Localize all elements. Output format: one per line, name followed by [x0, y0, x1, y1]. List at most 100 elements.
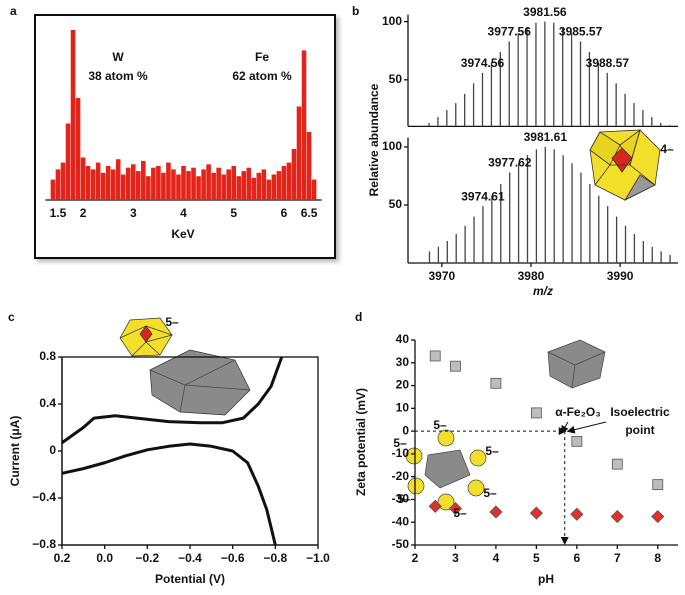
panel-label: b: [352, 4, 359, 18]
data-point: [428, 499, 442, 513]
x-tick-label: 3990: [607, 269, 634, 283]
spectrum-bar: [110, 169, 116, 200]
spectrum-bar: [291, 149, 297, 200]
annotation: 5–: [165, 315, 179, 329]
y-tick-label: 10: [396, 401, 410, 415]
spectrum-bar: [311, 179, 317, 200]
spectrum-bar: [50, 179, 56, 200]
spectrum-bar: [146, 176, 151, 200]
spectrum-bar: [281, 166, 287, 200]
panel-label: c: [8, 310, 15, 324]
y-tick-label: 0: [402, 423, 409, 437]
data-point: [651, 509, 665, 524]
spectrum-bar: [171, 169, 176, 200]
x-tick-label: 4: [493, 551, 500, 565]
data-point: [429, 350, 441, 362]
spectrum-bar: [141, 160, 146, 200]
data-point: [611, 458, 623, 470]
data-point: [490, 377, 502, 389]
spectrum-bar: [125, 167, 131, 200]
annotation: 38 atom %: [88, 69, 148, 83]
spectrum-bar: [55, 169, 61, 200]
x-tick-label: 6: [281, 206, 288, 220]
annotation: W: [112, 50, 124, 64]
annotation: α-Fe₂O₃: [555, 405, 601, 419]
peak-label: 3977.56: [488, 25, 532, 39]
x-tick-label: 7: [614, 551, 621, 565]
spectrum-bar: [241, 171, 247, 200]
spectrum-bar: [176, 174, 181, 200]
x-tick-label: 0.0: [96, 551, 113, 565]
y-tick-label: 0.4: [39, 396, 56, 410]
spectrum-bar: [115, 159, 121, 200]
spectrum-bar: [181, 166, 186, 200]
x-tick-label: 8: [654, 551, 661, 565]
molecule-b: [589, 128, 661, 201]
annotation: 5–: [397, 492, 411, 506]
y-tick-label: 0.8: [39, 349, 56, 363]
y-tick-label: -30: [392, 492, 410, 506]
spectrum-bar: [256, 172, 262, 200]
y-tick-label: 50: [389, 72, 403, 86]
spectrum-bar: [166, 162, 171, 200]
x-tick-label: −1.0: [306, 551, 330, 565]
spectrum-bar: [151, 167, 156, 200]
spectrum-bar: [60, 162, 66, 200]
molecule-d: [405, 339, 606, 511]
peak-label: 3988.57: [586, 56, 630, 70]
y-tick-label: 100: [382, 139, 402, 153]
x-tick-label: −0.2: [135, 551, 159, 565]
spectrum-bar: [271, 174, 277, 200]
annotation-arrow: [560, 421, 569, 434]
spectrum-bar: [236, 176, 242, 200]
annotation: 5–: [393, 436, 407, 450]
annotation: 5–: [485, 444, 499, 458]
data-point: [448, 501, 463, 516]
data-point: [570, 507, 584, 521]
x-tick-label: 5: [230, 206, 237, 220]
x-tick-label: 0.2: [54, 551, 71, 565]
x-tick-label: −0.6: [221, 551, 245, 565]
spectrum-bar: [246, 167, 252, 200]
spectrum-bar: [90, 169, 96, 200]
data-point: [450, 360, 461, 372]
annotation: Fe: [255, 50, 269, 64]
x-tick-label: 3: [130, 206, 137, 220]
spectrum-bar: [186, 171, 191, 200]
spectrum-bar: [251, 177, 257, 200]
x-tick-label: 3970: [429, 269, 456, 283]
y-axis-label: Current (μA): [8, 416, 22, 487]
data-point: [652, 479, 664, 491]
peak-label: 3974.61: [461, 189, 505, 203]
annotation: 62 atom %: [232, 69, 292, 83]
spectrum-bar: [286, 162, 292, 200]
annotation: 5–: [453, 506, 467, 520]
annotation: Isoelectric: [610, 405, 670, 419]
x-tick-label: 4: [180, 206, 187, 220]
annotation: point: [625, 423, 654, 437]
y-tick-label: −0.4: [32, 490, 56, 504]
spectrum-bar: [70, 30, 76, 200]
peak-label: 3977.62: [488, 156, 532, 170]
spectrum-bar: [276, 171, 282, 200]
spectrum-bar: [100, 172, 106, 200]
spectrum-bar: [221, 174, 226, 200]
data-point: [529, 506, 543, 520]
peak-label: 3974.56: [461, 56, 505, 70]
x-tick-label: −0.8: [263, 551, 287, 565]
molecule-c: [119, 317, 251, 416]
y-tick-label: 100: [382, 14, 402, 28]
spectrum-bar: [161, 172, 166, 200]
panel-label: d: [355, 310, 362, 324]
y-tick-label: 30: [396, 355, 410, 369]
annotation-arrow: [566, 421, 607, 434]
spectrum-bar: [95, 162, 101, 200]
spectrum-bar: [105, 166, 111, 200]
spectrum-bar: [80, 157, 86, 200]
y-tick-label: -20: [392, 469, 410, 483]
x-tick-label: 5: [533, 551, 540, 565]
y-tick-label: -50: [392, 537, 410, 551]
y-axis-label: Relative abundance: [367, 83, 381, 196]
x-tick-label: 3: [452, 551, 459, 565]
peak-label: 3981.61: [524, 130, 568, 144]
